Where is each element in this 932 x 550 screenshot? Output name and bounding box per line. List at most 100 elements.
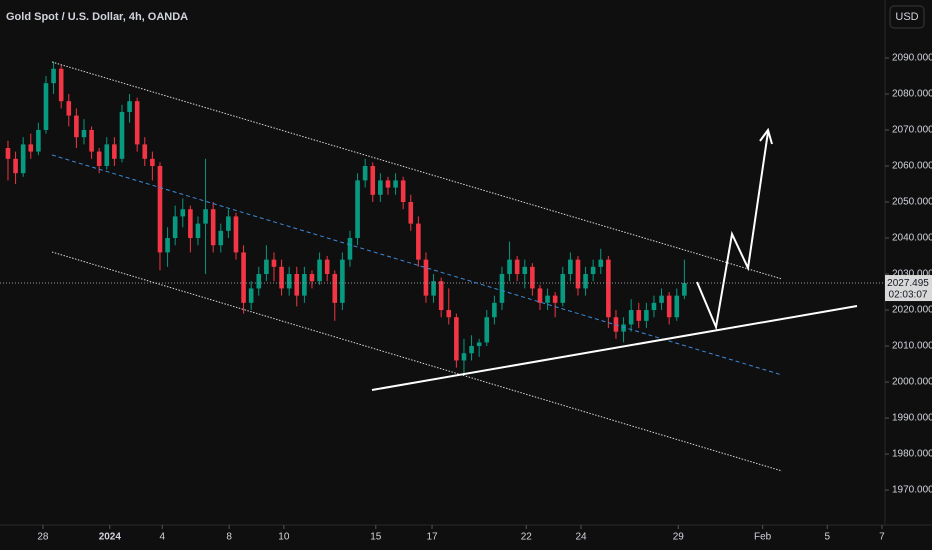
candle-body: [522, 266, 528, 275]
candle-body: [256, 274, 262, 289]
candle-body: [469, 346, 474, 354]
candle-body: [180, 209, 186, 217]
y-tick-label: 2060.000: [892, 161, 932, 172]
candle-body: [370, 165, 376, 195]
chart-title: Gold Spot / U.S. Dollar, 4h, OANDA: [6, 11, 188, 23]
candle-body: [134, 101, 140, 145]
candle-body: [431, 281, 436, 296]
candle-body: [13, 158, 18, 174]
candle-body: [241, 252, 246, 303]
candle-body: [461, 353, 467, 361]
y-tick-label: 2020.000: [892, 305, 932, 316]
x-tick-label: 10: [278, 532, 290, 543]
y-tick-label: 2010.000: [892, 341, 932, 352]
y-tick-label: 1980.000: [892, 449, 932, 460]
candle-body: [74, 115, 79, 138]
currency-button[interactable]: [889, 5, 925, 29]
candle-body: [636, 310, 642, 321]
candle-body: [5, 147, 11, 159]
candle-body: [606, 259, 611, 318]
candle-body: [628, 310, 634, 325]
candle-body: [188, 209, 193, 239]
y-tick-label: 2040.000: [892, 233, 932, 244]
candle-body: [598, 259, 604, 267]
candle-body: [416, 223, 421, 260]
candle-body: [674, 295, 680, 318]
x-tick-label: 29: [673, 532, 685, 543]
candle-body: [165, 238, 170, 253]
channel-middle: [51, 154, 783, 376]
last-price-label: 2027.495: [887, 278, 929, 289]
candle-body: [545, 295, 550, 303]
candle-body: [438, 281, 444, 311]
candle-body: [96, 151, 102, 166]
y-tick-label: 2030.000: [892, 269, 932, 280]
candle-body: [552, 295, 558, 303]
candle-body: [666, 295, 672, 318]
candle-body: [530, 266, 535, 289]
x-tick-label: 4: [159, 532, 165, 543]
candle-body: [378, 180, 383, 195]
candle-body: [58, 68, 64, 102]
plot-area: [0, 61, 885, 375]
candle-body: [514, 259, 520, 275]
candle-body: [347, 238, 353, 260]
x-tick-label: 8: [226, 532, 232, 543]
candle-body: [644, 310, 649, 321]
candle-body: [537, 288, 543, 303]
candle-body: [332, 274, 338, 303]
x-tick-label: 28: [37, 532, 49, 543]
candle-body: [362, 165, 368, 181]
candle-body: [492, 302, 497, 318]
candle-body: [499, 274, 505, 303]
candle-body: [324, 259, 330, 275]
last-price-box: [885, 275, 932, 302]
y-tick-label: 1970.000: [892, 485, 932, 496]
candle-body: [119, 111, 125, 159]
candle-body: [28, 144, 34, 152]
projection-path: [696, 131, 769, 331]
candle-body: [400, 180, 406, 203]
x-tick-label: 15: [370, 532, 382, 543]
candle-body: [112, 144, 117, 159]
candle-body: [590, 266, 596, 275]
candle-body: [408, 202, 414, 224]
y-tick-label: 2090.000: [892, 53, 932, 64]
candle-body: [659, 295, 664, 303]
candle-body: [340, 259, 345, 303]
candle-body: [355, 180, 360, 239]
countdown-label: 02:03:07: [889, 290, 928, 301]
candle-body: [233, 216, 239, 253]
x-tick-label: 24: [575, 532, 587, 543]
candle-body: [66, 101, 72, 116]
candle-body: [81, 129, 87, 138]
candle-body: [317, 259, 322, 282]
candle-body: [218, 230, 224, 246]
candle-body: [583, 274, 588, 289]
candle-body: [43, 83, 49, 130]
y-tick-label: 2080.000: [892, 89, 932, 100]
candle-body: [454, 317, 459, 361]
candle-body: [423, 259, 429, 296]
currency-label[interactable]: USD: [895, 11, 918, 23]
candle-body: [484, 317, 490, 343]
candle-body: [195, 223, 201, 239]
candle-body: [279, 266, 284, 289]
candle-body: [172, 216, 178, 239]
y-tick-label: 2050.000: [892, 197, 932, 208]
candle-body: [309, 274, 315, 282]
x-tick-label: 2024: [99, 532, 122, 543]
x-tick-label: Feb: [754, 532, 772, 543]
candle-body: [613, 317, 619, 332]
y-tick-label: 1990.000: [892, 413, 932, 424]
candle-body: [271, 259, 277, 267]
y-tick-label: 2070.000: [892, 125, 932, 136]
candle-body: [294, 274, 300, 296]
candle-body: [286, 274, 292, 289]
candle-body: [651, 302, 657, 311]
candle-body: [575, 259, 581, 289]
candle-body: [568, 259, 573, 275]
candle-body: [51, 68, 56, 84]
candle-body: [127, 101, 132, 112]
x-tick-label: 17: [426, 532, 438, 543]
